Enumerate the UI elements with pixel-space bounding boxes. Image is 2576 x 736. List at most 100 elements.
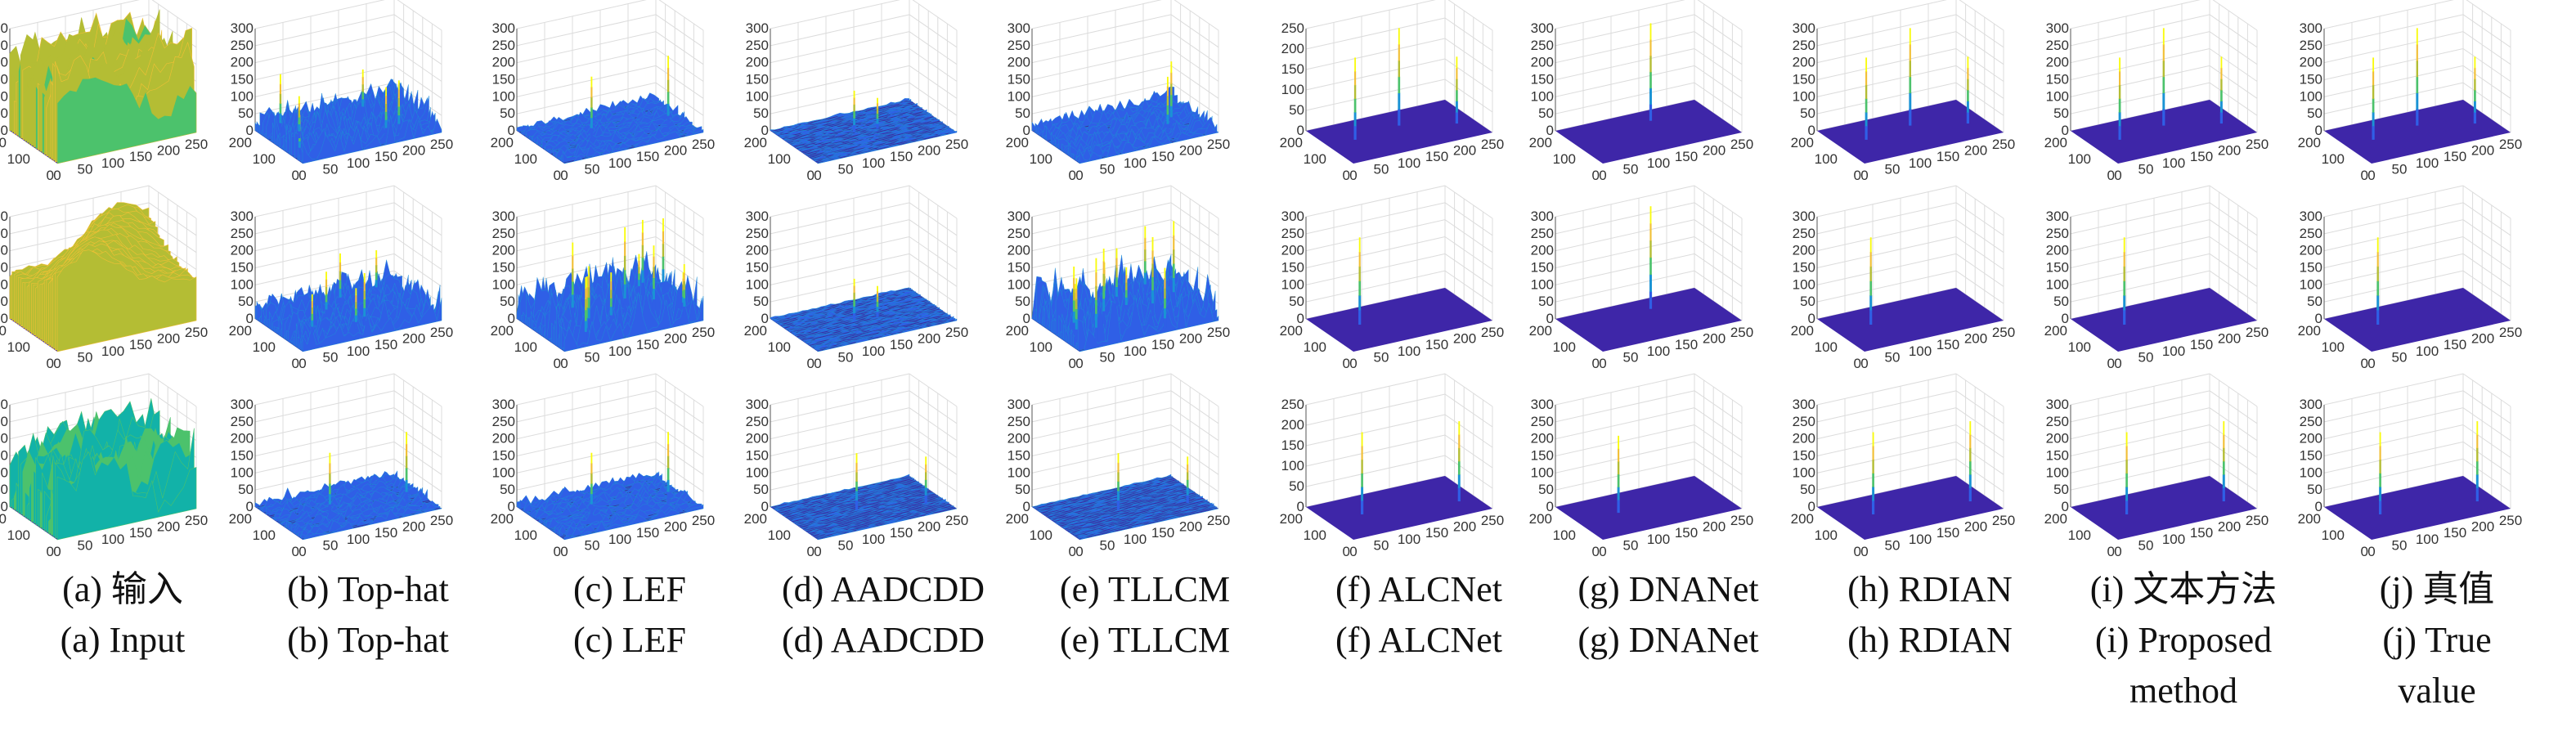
spike-segment	[1361, 500, 1364, 514]
spike-segment	[585, 288, 587, 299]
spike-segment	[637, 279, 640, 286]
surface-floor	[2324, 476, 2511, 540]
spike-segment	[1869, 266, 1872, 281]
z-tick-label: 100	[1531, 88, 1554, 104]
surface-mesh	[254, 432, 442, 541]
z-tick-label: 150	[0, 72, 8, 88]
surface-mesh	[516, 56, 704, 164]
spike-segment	[641, 232, 644, 245]
spike-segment	[2376, 251, 2379, 267]
spike-segment	[1358, 266, 1361, 281]
spike-segment	[2222, 487, 2225, 502]
spike-segment	[385, 87, 388, 96]
spike-segment	[609, 306, 613, 316]
spike-segment	[662, 256, 665, 270]
z-tick-label: 100	[1531, 464, 1554, 480]
caption-en2-line: method	[2129, 671, 2237, 711]
surface-mesh	[1353, 28, 1458, 140]
spike-segment	[1872, 473, 1874, 487]
surface-mesh	[1865, 28, 1969, 140]
z-tick-label: 250	[492, 38, 515, 53]
y-tick-label: 200	[1529, 511, 1552, 527]
y-tick-label: 100	[253, 527, 276, 543]
spike-segment	[584, 331, 587, 343]
surface-mesh	[516, 432, 704, 541]
spike-segment	[1869, 295, 1873, 311]
spike-segment	[1172, 263, 1175, 278]
spike-segment	[279, 113, 282, 123]
y-tick-label: 100	[768, 339, 791, 355]
x-tick-label: 150	[1936, 337, 1959, 352]
z-tick-label: 100	[2046, 464, 2069, 480]
x-tick-label: 50	[1374, 349, 1389, 365]
spike-segment	[298, 147, 301, 155]
spike-segment	[641, 257, 644, 271]
spike-segment	[329, 473, 331, 484]
z-tick-label: 250	[2300, 414, 2322, 429]
spike-segment	[2476, 434, 2479, 449]
spike-segment	[853, 104, 855, 112]
y-tick-label: 0	[554, 544, 561, 559]
z-tick-label: 150	[1531, 448, 1554, 464]
z-tick-label: 0	[1546, 311, 1554, 326]
x-tick-label: 250	[185, 137, 208, 152]
z-tick-label: 100	[1008, 276, 1030, 292]
y-tick-label: 0	[292, 356, 299, 371]
spike-segment	[1166, 95, 1169, 105]
x-tick-label: 100	[1647, 155, 1670, 171]
z-tick-label: 150	[2300, 260, 2322, 276]
z-tick-label: 250	[746, 38, 769, 53]
surface-mesh	[2123, 237, 2126, 325]
spike-segment	[666, 103, 670, 116]
x-tick-label: 200	[1703, 519, 1726, 535]
spike-segment	[1143, 272, 1147, 285]
spike-segment	[572, 255, 574, 269]
z-tick-label: 100	[0, 276, 8, 292]
x-tick-label: 50	[1100, 537, 1115, 553]
y-tick-label: 0	[554, 356, 561, 371]
z-tick-label: 250	[2046, 226, 2069, 241]
z-tick-label: 250	[1281, 397, 1304, 412]
spike-segment	[1865, 125, 1868, 140]
spike-segment	[1075, 278, 1078, 289]
spike-segment	[397, 80, 400, 90]
surface-floor	[1555, 288, 1742, 352]
spike-segment	[2379, 459, 2381, 473]
spike-segment	[1072, 299, 1075, 312]
spike-segment	[1909, 76, 1912, 94]
spike-segment	[339, 253, 341, 263]
spike-segment	[405, 491, 408, 505]
spike-segment	[1617, 461, 1620, 475]
z-tick-label: 200	[1531, 55, 1554, 70]
y-tick-label: 200	[1791, 511, 1814, 527]
surface-mesh	[1358, 237, 1362, 325]
x-tick-label: 250	[1730, 325, 1753, 340]
x-tick-label: 250	[945, 513, 968, 528]
z-tick-label: 50	[238, 294, 254, 309]
surface-mesh	[770, 90, 958, 164]
x-tick-label: 250	[2499, 513, 2522, 528]
x-tick-label: 0	[1075, 544, 1083, 559]
y-tick-label: 200	[491, 323, 514, 339]
z-tick-label: 200	[1793, 243, 1815, 258]
y-tick-label: 0	[1343, 356, 1350, 371]
spike-segment	[397, 97, 401, 107]
caption-zh-line: (h) RDIAN	[1847, 569, 2013, 609]
x-tick-label: 0	[1075, 168, 1083, 183]
z-tick-label: 0	[2315, 311, 2322, 326]
z-tick-label: 150	[2046, 260, 2069, 276]
y-tick-label: 200	[744, 323, 767, 339]
x-tick-label: 0	[298, 544, 306, 559]
x-tick-label: 250	[692, 513, 715, 528]
spike-segment	[1117, 453, 1120, 464]
spike-segment	[590, 76, 593, 88]
spike-segment	[587, 317, 590, 330]
z-tick-label: 150	[1793, 260, 1815, 276]
x-tick-label: 150	[2444, 149, 2466, 164]
z-tick-label: 250	[1281, 20, 1304, 36]
x-tick-label: 200	[664, 519, 687, 535]
spike-segment	[1143, 260, 1147, 273]
column-caption: (e) TLLCM (e) TLLCM	[1022, 564, 1268, 666]
